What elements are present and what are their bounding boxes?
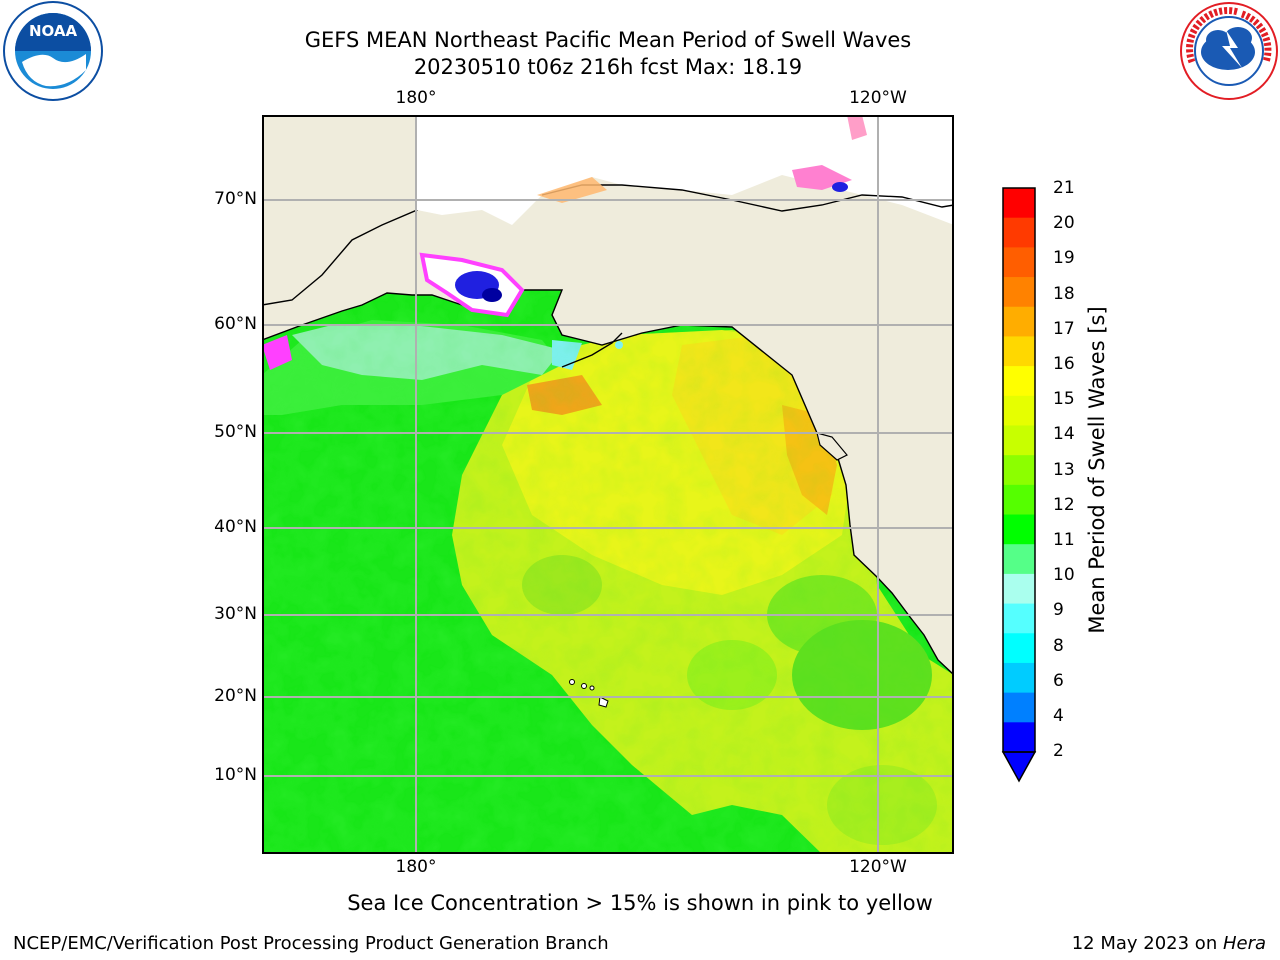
- colorbar-tick-label: 15: [1053, 389, 1075, 410]
- colorbar-tick-label: 17: [1053, 318, 1075, 339]
- colorbar-tick-label: 6: [1053, 670, 1064, 691]
- colorbar-min-extend: [1001, 751, 1037, 783]
- colorbar-tick-label: 19: [1053, 248, 1075, 269]
- lat-label-40n: 40°N: [214, 517, 257, 537]
- colorbar-swatch: [1003, 336, 1035, 367]
- colorbar-swatch: [1003, 692, 1035, 723]
- colorbar-swatch: [1003, 277, 1035, 308]
- colorbar-swatch: [1003, 662, 1035, 694]
- sea-ice-note: Sea Ice Concentration > 15% is shown in …: [347, 891, 933, 915]
- colorbar-tick-label: 10: [1053, 565, 1075, 586]
- footer-host: Hera: [1222, 933, 1266, 954]
- colorbar-swatch: [1003, 425, 1035, 456]
- colorbar-swatch: [1003, 366, 1035, 397]
- lat-label-70n: 70°N: [214, 189, 257, 209]
- lat-label-10n: 10°N: [214, 765, 257, 785]
- swell-period-map: [262, 115, 954, 854]
- lon-label-bottom-180: 180°: [395, 857, 437, 877]
- lat-label-50n: 50°N: [214, 422, 257, 442]
- lat-label-60n: 60°N: [214, 314, 257, 334]
- chart-title-line1: GEFS MEAN Northeast Pacific Mean Period …: [304, 28, 912, 52]
- colorbar-swatch: [1003, 455, 1035, 486]
- colorbar-tick-label: 9: [1053, 600, 1064, 621]
- colorbar-frame: [1002, 187, 1036, 753]
- colorbar-tick-label: 18: [1053, 283, 1075, 304]
- colorbar-tick-label: 8: [1053, 635, 1064, 656]
- colorbar-swatch: [1003, 603, 1035, 634]
- noaa-wordmark: NOAA: [29, 22, 78, 40]
- graticule: [262, 115, 954, 854]
- colorbar-swatch: [1003, 573, 1035, 605]
- colorbar-swatch: [1003, 217, 1035, 248]
- colorbar-tick-label: 12: [1053, 494, 1075, 515]
- footer-branch: NCEP/EMC/Verification Post Processing Pr…: [13, 933, 609, 954]
- colorbar-swatch: [1003, 306, 1035, 337]
- colorbar-swatch: [1003, 247, 1035, 278]
- footer-date: 12 May 2023 on Hera: [1072, 933, 1266, 954]
- nws-logo: [1180, 2, 1278, 100]
- colorbar-tick-label: 4: [1053, 706, 1064, 726]
- colorbar-swatch: [1003, 544, 1035, 575]
- hawaii-islands: [569, 679, 609, 708]
- lon-label-top-180: 180°: [395, 88, 437, 108]
- colorbar-swatch: [1003, 514, 1035, 545]
- colorbar-tick-label: 21: [1053, 178, 1075, 198]
- colorbar-swatch: [1003, 484, 1035, 516]
- colorbar-swatch: [1003, 633, 1035, 664]
- colorbar-tick-label: 11: [1053, 530, 1075, 550]
- colorbar-tick-label: 16: [1053, 354, 1075, 374]
- colorbar-tick-label: 2: [1053, 741, 1064, 762]
- colorbar-swatch: [1003, 395, 1035, 426]
- colorbar-title: Mean Period of Swell Waves [s]: [1085, 306, 1109, 634]
- colorbar-tick-label: 13: [1053, 459, 1075, 480]
- lat-label-30n: 30°N: [214, 604, 257, 624]
- lon-label-bottom-120w: 120°W: [849, 857, 907, 877]
- noaa-logo: NOAA: [3, 1, 103, 101]
- lat-label-20n: 20°N: [214, 686, 257, 706]
- colorbar-swatch: [1003, 188, 1035, 219]
- lon-label-top-120w: 120°W: [849, 88, 907, 108]
- footer-date-text: 12 May 2023 on: [1071, 933, 1223, 954]
- colorbar-swatch: [1003, 722, 1035, 753]
- colorbar-tick-label: 20: [1053, 213, 1075, 234]
- map-frame: [262, 115, 954, 854]
- chart-title-line2: 20230510 t06z 216h fcst Max: 18.19: [413, 55, 803, 79]
- colorbar: [1001, 187, 1037, 783]
- colorbar-tick-label: 14: [1053, 424, 1075, 445]
